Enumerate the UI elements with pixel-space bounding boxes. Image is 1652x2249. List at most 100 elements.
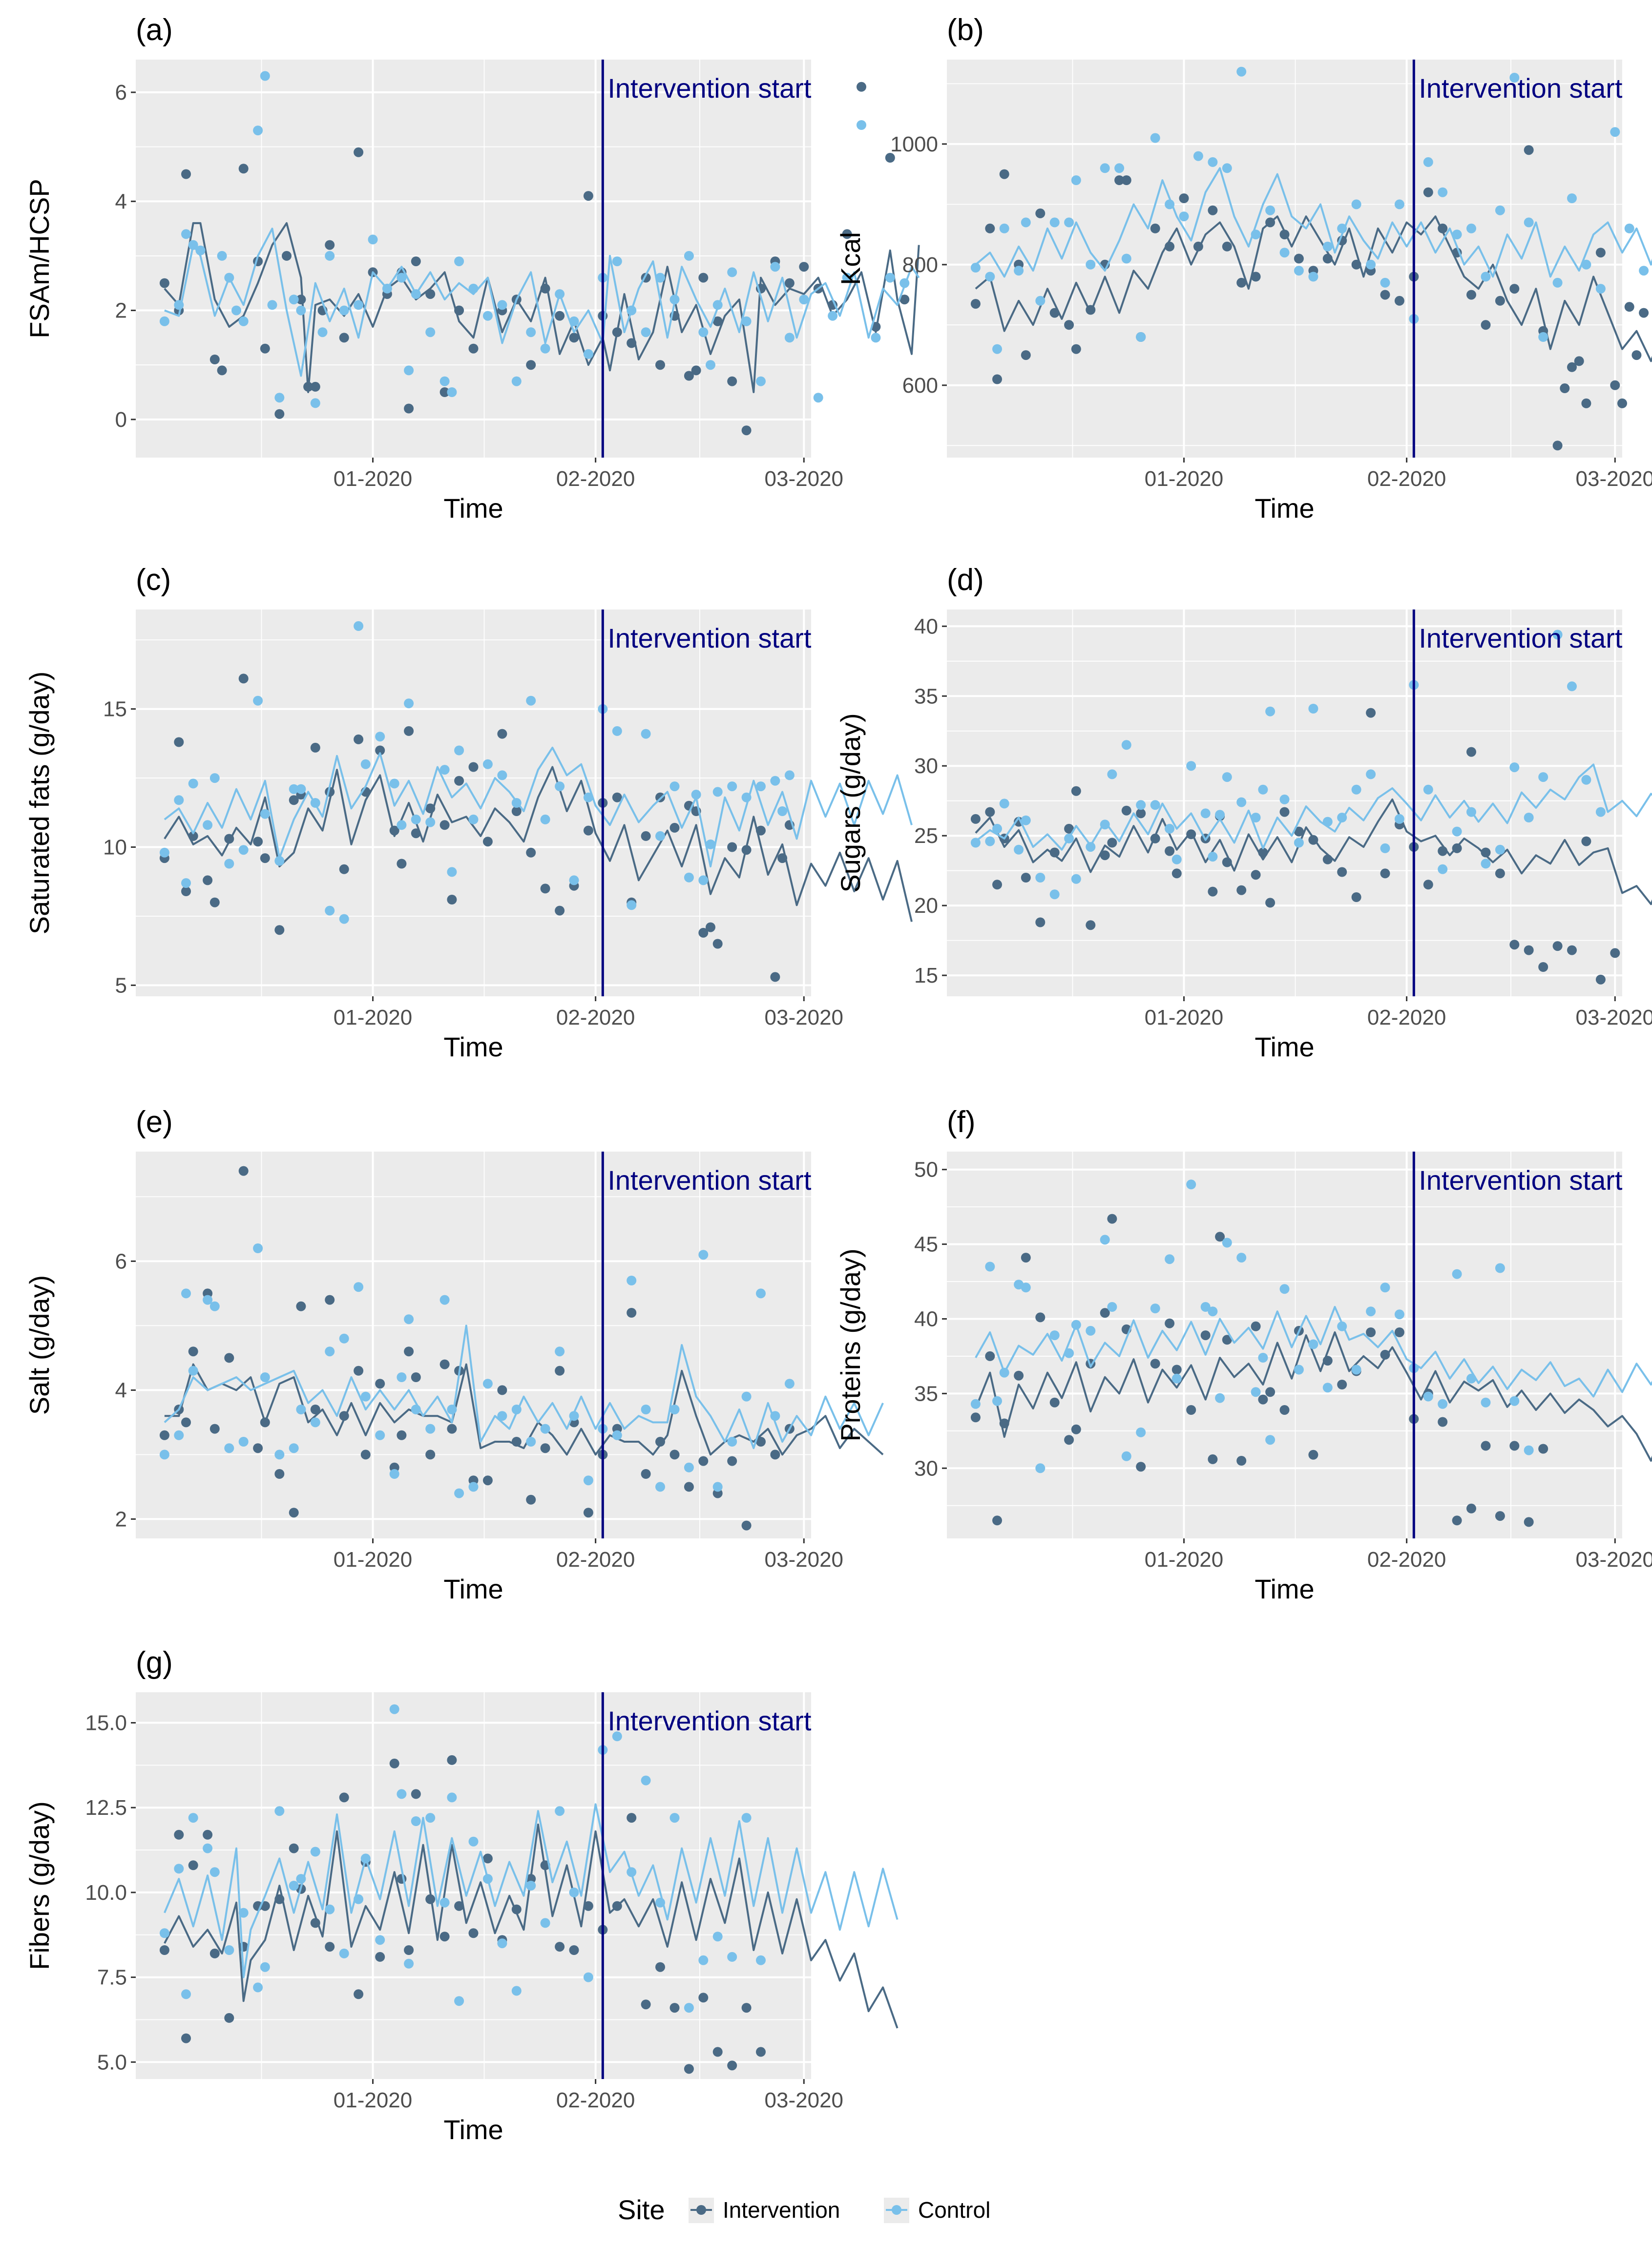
- panels: 0 2 4 6 01-2020 02-2020 03-2020 Intervention st…: [24, 13, 1652, 2145]
- data-point: [741, 316, 752, 326]
- data-point: [1337, 813, 1347, 822]
- data-point: [209, 1867, 220, 1877]
- y-axis-title: Saturated fats (g/day): [24, 672, 55, 935]
- data-point: [425, 1450, 436, 1460]
- data-point: [203, 875, 213, 885]
- data-point: [260, 1417, 270, 1428]
- data-point: [354, 1366, 364, 1376]
- data-point: [1215, 1232, 1225, 1242]
- data-point: [360, 1853, 371, 1864]
- y-tick-label: 30: [914, 1456, 938, 1480]
- data-point: [1567, 945, 1577, 955]
- x-axis-title: Time: [443, 2114, 503, 2145]
- data-point: [1165, 1318, 1175, 1328]
- data-point: [482, 759, 493, 769]
- data-point: [1222, 1238, 1232, 1248]
- data-point: [231, 305, 241, 315]
- data-point: [411, 256, 421, 267]
- data-point: [468, 762, 479, 772]
- data-point: [1581, 775, 1591, 785]
- data-point: [1121, 740, 1131, 750]
- data-point: [1165, 1254, 1175, 1264]
- data-point: [985, 1261, 995, 1272]
- data-point: [482, 1853, 493, 1864]
- data-point: [468, 814, 479, 824]
- panel-label: (f): [947, 1105, 976, 1139]
- data-point: [526, 360, 536, 370]
- data-point: [627, 900, 637, 910]
- data-point: [411, 814, 421, 824]
- data-point: [799, 262, 809, 272]
- data-point: [1423, 157, 1433, 167]
- data-point: [1200, 1302, 1211, 1312]
- data-point: [1136, 1462, 1146, 1472]
- x-axis-title: Time: [1255, 1574, 1314, 1604]
- data-point: [1021, 1282, 1031, 1293]
- data-point: [698, 327, 709, 337]
- data-point: [354, 300, 364, 310]
- series-control: [970, 630, 1652, 900]
- data-point: [1107, 1302, 1117, 1312]
- data-point: [454, 1901, 464, 1911]
- data-point: [612, 726, 622, 736]
- series-intervention: [159, 1166, 884, 1531]
- data-point: [1524, 145, 1534, 155]
- y-tick-label: 800: [902, 253, 938, 277]
- x-tick-label: 03-2020: [1576, 1548, 1652, 1572]
- data-point: [1165, 199, 1175, 210]
- data-point: [526, 695, 536, 706]
- data-point: [1049, 1397, 1060, 1408]
- data-point: [1121, 1451, 1131, 1461]
- data-point: [1100, 1235, 1110, 1245]
- data-point: [397, 1789, 407, 1799]
- data-point: [1086, 842, 1096, 852]
- data-point: [159, 1945, 169, 1955]
- data-point: [174, 1430, 184, 1440]
- data-point: [1150, 1359, 1160, 1369]
- data-point: [1294, 826, 1304, 837]
- data-point: [339, 333, 349, 343]
- data-point: [253, 1443, 263, 1453]
- data-point: [698, 927, 709, 938]
- data-point: [1466, 223, 1476, 233]
- data-point: [569, 333, 579, 343]
- data-point: [970, 1412, 981, 1423]
- y-axis-title: FSAm/HCSP: [24, 179, 55, 338]
- data-point: [1186, 1179, 1196, 1190]
- data-point: [159, 847, 169, 858]
- data-point: [368, 234, 378, 245]
- data-point: [684, 2064, 694, 2074]
- data-point: [1452, 1515, 1462, 1526]
- data-point: [1071, 874, 1081, 884]
- data-point: [425, 1424, 436, 1434]
- data-point: [970, 1399, 981, 1409]
- data-point: [684, 1462, 694, 1472]
- data-point: [404, 403, 414, 414]
- series-control: [159, 1704, 899, 2013]
- data-point: [885, 273, 895, 283]
- data-point: [454, 305, 464, 315]
- data-point: [555, 311, 565, 321]
- y-axis-title: Salt (g/day): [24, 1275, 55, 1415]
- intervention-label: Intervention start: [607, 73, 812, 104]
- data-point: [1251, 870, 1261, 880]
- data-point: [1380, 843, 1390, 853]
- data-point: [612, 792, 622, 802]
- data-point: [1136, 800, 1146, 810]
- data-point: [354, 734, 364, 744]
- data-point: [282, 251, 292, 261]
- data-point: [159, 278, 169, 288]
- data-point: [1394, 199, 1404, 210]
- y-tick-label: 6: [115, 1249, 127, 1273]
- data-point: [1524, 945, 1534, 955]
- data-point: [612, 256, 622, 267]
- data-point: [526, 327, 536, 337]
- data-point: [411, 289, 421, 299]
- data-point: [289, 784, 299, 794]
- x-tick-label: 01-2020: [1145, 1006, 1223, 1030]
- data-point: [1351, 784, 1361, 795]
- data-point: [209, 897, 220, 907]
- panel-g: 5.0 7.5 10.0 12.5 15.0 01-2020 02-2020 03-2020 I…: [24, 1646, 899, 2145]
- data-point: [1423, 1391, 1433, 1402]
- data-point: [339, 305, 349, 315]
